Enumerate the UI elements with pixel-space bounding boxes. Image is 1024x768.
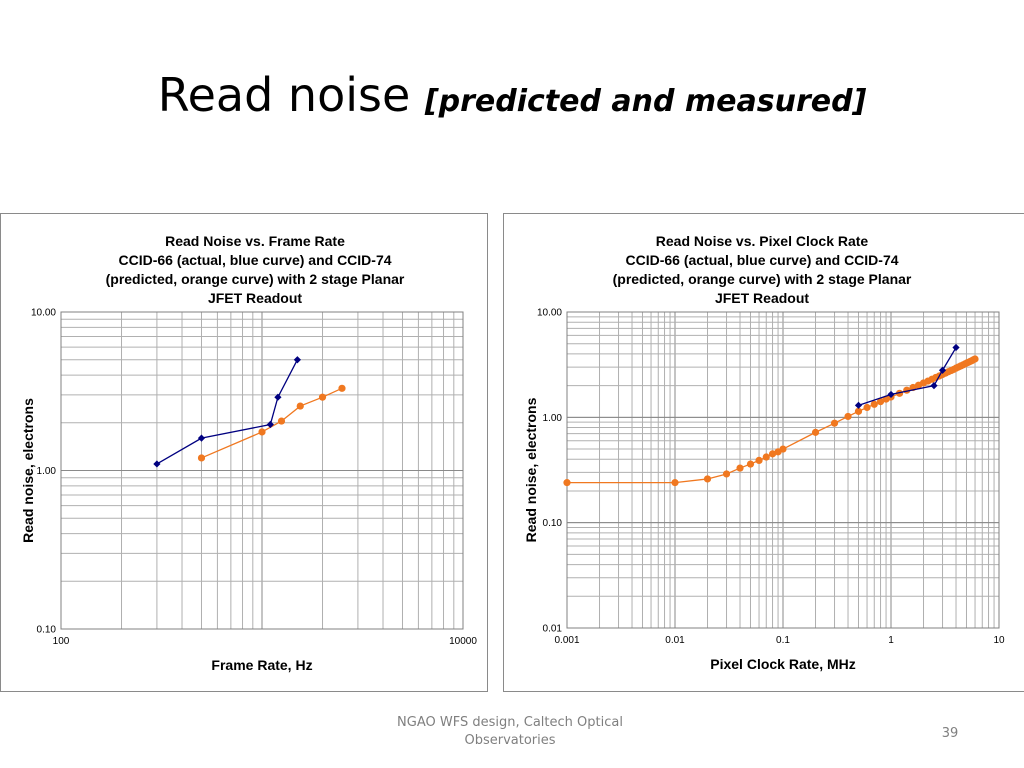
y-tick-label: 1.00 <box>543 413 563 424</box>
data-point <box>779 445 787 453</box>
data-point <box>971 355 979 363</box>
data-point <box>938 366 947 374</box>
plot-area <box>60 311 464 630</box>
data-point <box>703 475 712 483</box>
series-predicted <box>197 384 346 462</box>
chart-title-line: JFET Readout <box>715 290 809 306</box>
data-point <box>830 419 839 427</box>
series-line <box>567 358 976 484</box>
chart-title-line: (predicted, orange curve) with 2 stage P… <box>613 271 912 287</box>
plot-area <box>566 311 1000 629</box>
data-point <box>293 356 301 364</box>
y-axis-title: Read noise, electrons <box>523 397 539 542</box>
x-tick-label: 0.01 <box>665 635 685 646</box>
data-point <box>338 384 346 392</box>
data-point <box>563 479 571 487</box>
x-tick-label: 1 <box>888 635 894 646</box>
data-point <box>258 428 266 436</box>
y-tick-label: 10.00 <box>537 308 562 319</box>
x-tick-label: 100 <box>53 636 70 647</box>
x-tick-label: 10000 <box>449 636 477 647</box>
data-point <box>318 393 327 401</box>
chart-title-line: JFET Readout <box>208 290 302 306</box>
grid <box>60 311 464 630</box>
y-axis-title: Read noise, electrons <box>20 398 36 543</box>
footer-text: NGAO WFS design, Caltech Optical Observa… <box>397 715 623 748</box>
data-point <box>762 453 770 461</box>
pixel-clock-chart: Read Noise vs. Pixel Clock Rate CCID-66 (… <box>523 233 1005 672</box>
chart-title-line: CCID-66 (actual, blue curve) and CCID-74 <box>625 252 898 268</box>
x-tick-label: 0.001 <box>554 635 579 646</box>
y-tick-label: 10.00 <box>31 308 56 319</box>
slide-title: Read noise [predicted and measured] <box>0 68 1024 122</box>
data-point <box>876 398 885 406</box>
data-point <box>671 479 679 487</box>
data-point <box>863 403 871 412</box>
data-point <box>197 434 206 442</box>
y-tick-label: 0.10 <box>37 625 57 636</box>
chart-title-line: (predicted, orange curve) with 2 stage P… <box>106 271 405 287</box>
data-point <box>722 470 731 478</box>
slide-title-subtitle: [predicted and measured] <box>424 84 867 119</box>
y-tick-label: 0.01 <box>543 624 563 635</box>
data-point <box>870 400 878 408</box>
chart-panel-pixel-clock: Read Noise vs. Pixel Clock Rate CCID-66 (… <box>503 213 1024 692</box>
data-point <box>153 460 161 468</box>
data-point <box>755 456 763 465</box>
data-point <box>854 407 863 415</box>
data-point <box>844 412 852 421</box>
data-point <box>746 460 755 468</box>
data-point <box>274 393 282 401</box>
series-measured <box>153 356 301 468</box>
chart-panel-frame-rate: Read Noise vs. Frame Rate CCID-66 (actual… <box>0 213 488 692</box>
chart-title-line: CCID-66 (actual, blue curve) and CCID-74 <box>118 252 391 268</box>
x-axis-title: Pixel Clock Rate, MHz <box>710 656 856 672</box>
x-axis-title: Frame Rate, Hz <box>211 657 312 673</box>
data-point <box>930 382 938 390</box>
data-point <box>266 420 274 429</box>
data-point <box>197 454 206 462</box>
x-tick-label: 10 <box>993 635 1005 646</box>
x-tick-label: 0.1 <box>776 635 790 646</box>
series-predicted <box>563 355 979 487</box>
data-point <box>296 402 304 410</box>
frame-rate-chart: Read Noise vs. Frame Rate CCID-66 (actual… <box>20 233 477 673</box>
chart-title-line: Read Noise vs. Frame Rate <box>165 233 345 249</box>
data-point <box>768 450 777 458</box>
page-number: 39 <box>941 726 959 741</box>
data-point <box>277 417 286 425</box>
data-point <box>811 428 820 436</box>
y-tick-label: 1.00 <box>37 466 57 477</box>
grid <box>566 311 1000 629</box>
data-point <box>854 401 863 409</box>
data-point <box>736 464 744 472</box>
series-measured <box>854 343 960 409</box>
chart-title-line: Read Noise vs. Pixel Clock Rate <box>656 233 869 249</box>
y-tick-label: 0.10 <box>543 518 563 529</box>
slide-title-main: Read noise <box>157 68 411 122</box>
data-point <box>952 343 960 352</box>
